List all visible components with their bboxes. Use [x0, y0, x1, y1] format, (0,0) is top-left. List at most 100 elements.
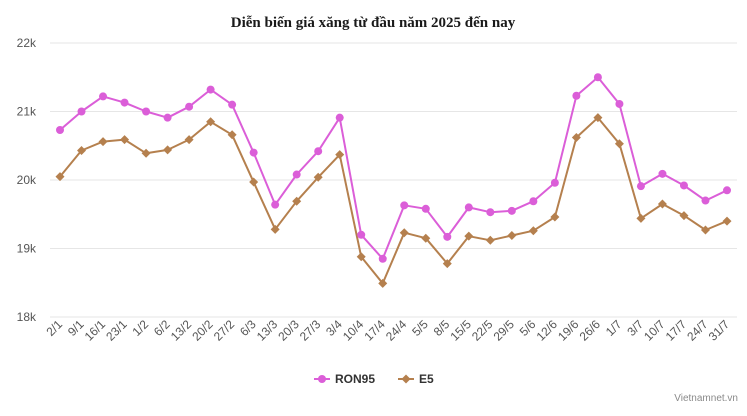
- data-point[interactable]: [292, 170, 301, 179]
- data-point[interactable]: [292, 196, 302, 206]
- x-tick-label: 20/3: [275, 317, 302, 344]
- data-point[interactable]: [313, 172, 323, 182]
- data-point[interactable]: [572, 91, 581, 100]
- data-point[interactable]: [464, 203, 473, 212]
- legend-label: RON95: [335, 372, 375, 386]
- x-tick-label: 29/5: [491, 317, 518, 344]
- data-point[interactable]: [507, 230, 517, 240]
- data-point[interactable]: [56, 125, 64, 134]
- x-tick-label: 17/7: [663, 317, 690, 344]
- x-tick-label: 26/6: [577, 317, 604, 344]
- data-point[interactable]: [249, 148, 258, 157]
- chart-title: Diễn biến giá xăng từ đầu năm 2025 đến n…: [231, 15, 516, 31]
- data-point[interactable]: [421, 233, 431, 243]
- data-point[interactable]: [206, 85, 215, 94]
- data-point[interactable]: [464, 231, 474, 241]
- data-point[interactable]: [400, 201, 409, 210]
- data-point[interactable]: [486, 208, 495, 217]
- series-ron95: [56, 73, 731, 263]
- data-point[interactable]: [701, 196, 710, 205]
- data-point[interactable]: [507, 206, 516, 215]
- data-point[interactable]: [141, 148, 151, 158]
- data-point[interactable]: [142, 107, 151, 116]
- x-axis-ticks: 2/1 9/116/123/1 1/2 6/213/220/227/2 6/313/32…: [43, 317, 732, 344]
- y-tick-label: 20k: [17, 173, 37, 187]
- data-point[interactable]: [356, 252, 366, 262]
- data-point[interactable]: [357, 230, 366, 239]
- y-tick-label: 19k: [17, 242, 37, 256]
- x-tick-label: 15/5: [448, 317, 475, 344]
- data-point[interactable]: [378, 254, 387, 263]
- x-tick-label: 22/5: [469, 317, 496, 344]
- data-point[interactable]: [485, 235, 495, 245]
- series-e5: [55, 113, 732, 288]
- data-point[interactable]: [163, 113, 172, 122]
- series-layer: [55, 73, 732, 288]
- data-point[interactable]: [228, 100, 237, 109]
- data-point[interactable]: [206, 117, 216, 127]
- x-tick-label: 24/7: [684, 317, 711, 344]
- data-point[interactable]: [227, 130, 237, 140]
- y-axis-ticks: 18k 19k 20k 21k 22k: [17, 36, 37, 324]
- data-point[interactable]: [314, 147, 323, 156]
- y-tick-label: 18k: [17, 310, 37, 324]
- data-point[interactable]: [77, 107, 86, 116]
- data-point[interactable]: [593, 113, 603, 123]
- data-point[interactable]: [55, 172, 65, 182]
- data-point[interactable]: [593, 73, 602, 82]
- x-tick-label: 16/1: [82, 317, 109, 344]
- data-point[interactable]: [550, 212, 560, 222]
- x-tick-label: 1/2: [129, 317, 151, 339]
- data-point[interactable]: [399, 228, 409, 238]
- data-point[interactable]: [421, 204, 430, 213]
- data-point[interactable]: [270, 224, 280, 234]
- legend[interactable]: RON95 E5: [314, 372, 434, 386]
- data-point[interactable]: [679, 181, 688, 190]
- data-point[interactable]: [249, 177, 259, 187]
- data-point[interactable]: [443, 232, 452, 241]
- y-tick-label: 21k: [17, 105, 37, 119]
- data-point[interactable]: [378, 278, 388, 288]
- data-point[interactable]: [529, 197, 538, 206]
- data-point[interactable]: [98, 137, 108, 147]
- data-point[interactable]: [120, 98, 129, 107]
- data-point[interactable]: [528, 226, 538, 236]
- data-point[interactable]: [636, 213, 646, 223]
- x-tick-label: 13/3: [254, 317, 281, 344]
- data-point[interactable]: [271, 200, 280, 209]
- data-point[interactable]: [120, 135, 130, 145]
- data-point[interactable]: [657, 199, 667, 209]
- x-tick-label: 23/1: [103, 317, 130, 344]
- data-point[interactable]: [335, 150, 345, 160]
- legend-item-ron95[interactable]: RON95: [314, 372, 375, 386]
- x-tick-label: 13/2: [168, 317, 195, 344]
- data-point[interactable]: [99, 92, 108, 101]
- data-point[interactable]: [550, 178, 559, 187]
- x-tick-label: 20/2: [189, 317, 216, 344]
- legend-item-e5[interactable]: E5: [398, 372, 434, 386]
- data-point[interactable]: [636, 182, 645, 191]
- data-point[interactable]: [442, 259, 452, 269]
- series-line: [59, 116, 728, 285]
- x-tick-label: 10/7: [641, 317, 668, 344]
- data-point[interactable]: [185, 102, 194, 111]
- x-tick-label: 31/7: [706, 317, 733, 344]
- data-point[interactable]: [723, 186, 731, 195]
- data-point[interactable]: [615, 99, 624, 108]
- data-point[interactable]: [77, 146, 87, 156]
- x-tick-label: 5/5: [409, 317, 431, 339]
- data-point[interactable]: [614, 139, 624, 149]
- data-point[interactable]: [658, 169, 667, 178]
- data-point[interactable]: [184, 135, 194, 145]
- legend-label: E5: [419, 372, 434, 386]
- data-point[interactable]: [335, 113, 344, 122]
- data-point[interactable]: [700, 225, 710, 235]
- data-point[interactable]: [571, 133, 581, 143]
- y-tick-label: 22k: [17, 36, 37, 50]
- data-point[interactable]: [163, 145, 173, 155]
- legend-marker: [318, 375, 326, 383]
- data-point[interactable]: [722, 216, 732, 226]
- x-tick-label: 27/3: [297, 317, 324, 344]
- data-point[interactable]: [679, 211, 689, 221]
